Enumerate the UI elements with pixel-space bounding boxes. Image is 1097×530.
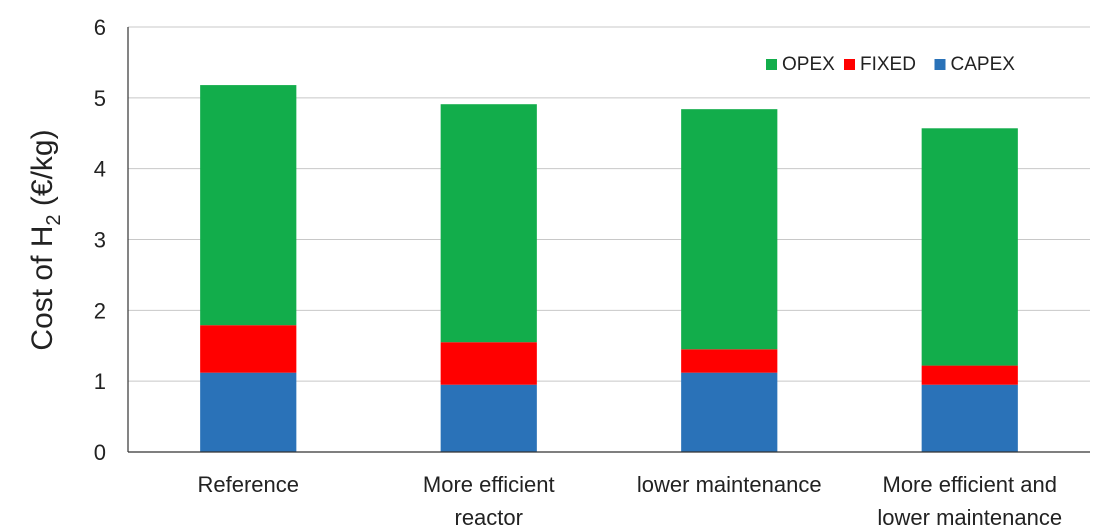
bar-segment-capex — [921, 384, 1018, 452]
legend-swatch — [766, 59, 777, 70]
x-tick-label-line: lower maintenance — [637, 472, 822, 497]
legend: OPEX FIXED CAPEX — [766, 54, 1015, 75]
legend-swatch — [934, 59, 946, 70]
bar-segment-opex — [921, 128, 1018, 366]
x-tick-label-line: Reference — [197, 472, 299, 497]
y-tick-label: 6 — [94, 15, 106, 40]
bar-segment-fixed — [440, 342, 537, 385]
y-tick-label: 4 — [94, 157, 106, 182]
y-axis-title-main: Cost of H — [26, 226, 59, 351]
y-axis-title-rest: (€/kg) — [26, 129, 59, 214]
x-tick-label: More efficient and lower maintenance — [877, 472, 1062, 530]
x-tick-label: Reference — [197, 472, 299, 497]
y-tick-label: 3 — [94, 228, 106, 253]
x-tick-label: More efficient reactor — [423, 472, 555, 530]
y-axis-title: Cost of H2 (€/kg) — [26, 129, 65, 350]
x-tick-label-line: lower maintenance — [877, 505, 1062, 530]
bar-segment-capex — [440, 384, 537, 452]
legend-label: CAPEX — [951, 54, 1016, 75]
bars — [200, 85, 1018, 452]
y-tick-label: 2 — [94, 298, 106, 323]
y-axis: 0 1 2 3 4 5 6 — [94, 15, 129, 465]
bar-segment-fixed — [921, 365, 1018, 385]
bar-segment-capex — [681, 372, 778, 452]
y-axis-title-subscript: 2 — [43, 214, 65, 225]
bar-segment-opex — [200, 85, 297, 326]
legend-item-opex: OPEX — [766, 54, 835, 75]
x-axis: Reference More efficient reactor lower main… — [128, 451, 1090, 530]
legend-swatch — [844, 59, 855, 70]
y-tick-label: 5 — [94, 86, 106, 111]
x-tick-label-line: More efficient — [423, 472, 555, 497]
legend-label: OPEX — [782, 54, 835, 75]
x-tick-label-line: reactor — [455, 505, 523, 530]
legend-item-capex: CAPEX — [934, 54, 1016, 75]
bar-segment-opex — [681, 109, 778, 350]
bar-segment-fixed — [200, 325, 297, 373]
x-tick-label: lower maintenance — [637, 472, 822, 497]
y-tick-label: 0 — [94, 440, 106, 465]
y-tick-label: 1 — [94, 369, 106, 394]
bar-segment-opex — [440, 104, 537, 343]
bar-segment-capex — [200, 372, 297, 452]
bar-segment-fixed — [681, 349, 778, 373]
legend-label: FIXED — [860, 54, 916, 75]
legend-item-fixed: FIXED — [844, 54, 916, 75]
x-tick-label-line: More efficient and — [883, 472, 1057, 497]
